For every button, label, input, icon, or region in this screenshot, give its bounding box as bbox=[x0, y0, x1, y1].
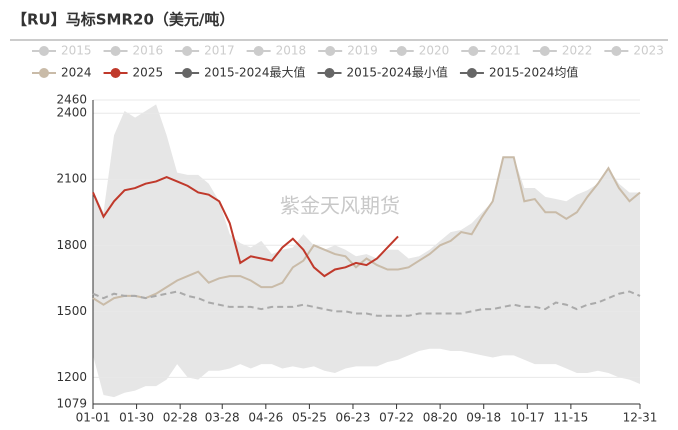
legend-label: 2015-2024均值 bbox=[489, 65, 578, 80]
x-tick-label: 07-22 bbox=[379, 411, 414, 425]
legend-marker bbox=[182, 46, 193, 56]
legend-label: 2016 bbox=[133, 44, 164, 58]
legend-label: 2015 bbox=[61, 44, 92, 58]
y-tick-label: 1500 bbox=[56, 304, 87, 318]
legend-label: 2019 bbox=[347, 44, 378, 58]
legend-marker bbox=[110, 68, 121, 78]
y-tick-label: 1200 bbox=[56, 370, 87, 384]
legend-marker bbox=[611, 46, 622, 56]
legend-label: 2021 bbox=[490, 44, 521, 58]
x-tick-label: 09-18 bbox=[466, 411, 501, 425]
x-tick-label: 05-25 bbox=[292, 411, 327, 425]
legend-marker bbox=[468, 46, 479, 56]
legend-label: 2015-2024最小值 bbox=[347, 65, 448, 80]
legend-marker bbox=[396, 46, 407, 56]
y-tick-label: 2100 bbox=[56, 172, 87, 186]
legend-marker bbox=[253, 46, 264, 56]
x-tick-label: 01-30 bbox=[119, 411, 154, 425]
legend-marker bbox=[110, 46, 121, 56]
legend-marker bbox=[324, 68, 335, 78]
x-tick-label: 08-20 bbox=[423, 411, 458, 425]
x-tick-label: 04-26 bbox=[248, 411, 283, 425]
x-tick-label: 02-28 bbox=[163, 411, 198, 425]
legend-label: 2017 bbox=[204, 44, 235, 58]
x-tick-label: 06-23 bbox=[336, 411, 371, 425]
y-tick-label: 2460 bbox=[56, 93, 87, 107]
x-tick-label: 11-15 bbox=[553, 411, 588, 425]
x-tick-label: 03-28 bbox=[205, 411, 240, 425]
y-tick-label: 1079 bbox=[56, 397, 87, 411]
x-tick-label: 01-01 bbox=[76, 411, 111, 425]
legend-marker bbox=[39, 68, 49, 78]
y-tick-label: 2400 bbox=[56, 106, 87, 120]
legend-label: 2023 bbox=[633, 44, 664, 58]
legend-label: 2018 bbox=[276, 44, 307, 58]
legend-label: 2015-2024最大值 bbox=[204, 65, 305, 80]
range-area bbox=[93, 104, 640, 405]
legend-label: 2020 bbox=[419, 44, 450, 58]
legend-marker bbox=[539, 46, 550, 56]
series-line bbox=[92, 290, 641, 317]
series-line bbox=[92, 175, 399, 278]
range-area bbox=[93, 348, 640, 404]
legend-marker bbox=[466, 68, 477, 78]
x-tick-label: 10-17 bbox=[510, 411, 545, 425]
chart-title: 【RU】马标SMR20（美元/吨） bbox=[12, 11, 234, 29]
x-tick-label: 12-31 bbox=[623, 411, 658, 425]
legend-label: 2025 bbox=[133, 66, 164, 80]
series-line bbox=[92, 156, 641, 306]
legend-marker bbox=[182, 68, 193, 78]
watermark: 紫金天风期货 bbox=[280, 194, 400, 218]
legend-marker bbox=[325, 46, 336, 56]
legend-label: 2024 bbox=[61, 66, 92, 80]
legend-label: 2022 bbox=[562, 44, 593, 58]
y-tick-label: 1800 bbox=[56, 238, 87, 252]
legend-marker bbox=[39, 46, 49, 56]
